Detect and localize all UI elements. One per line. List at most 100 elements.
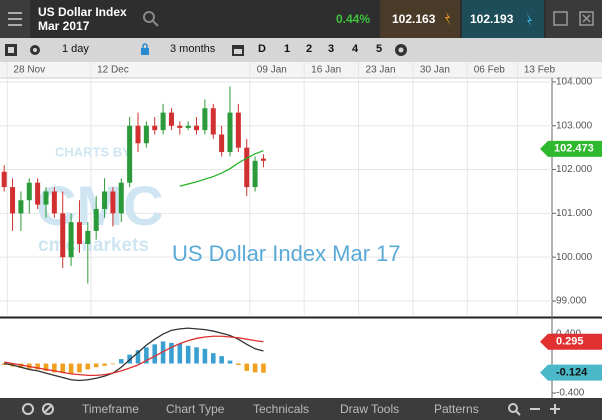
menu-button[interactable] (0, 0, 30, 38)
candle-body (168, 112, 174, 126)
histogram-bar (77, 363, 82, 373)
candle-body (85, 230, 91, 245)
candle-body (244, 147, 250, 188)
candle-body (10, 187, 16, 214)
histogram-label: -0.124 (556, 367, 588, 379)
candle-body (35, 182, 41, 205)
y-tick-label: 101.000 (556, 208, 593, 219)
histogram-bar (236, 363, 241, 366)
x-tick-label: 28 Nov (13, 65, 45, 76)
calendar-icon[interactable] (231, 42, 245, 57)
x-tick-label: 16 Jan (311, 65, 341, 76)
histogram-bar (252, 363, 258, 373)
candle-body (26, 182, 32, 201)
candle-body (110, 191, 116, 214)
candle-body (102, 191, 108, 209)
lock-icon (141, 43, 149, 55)
x-tick-label: 23 Jan (366, 65, 396, 76)
zoom-icons[interactable] (506, 401, 566, 417)
chart-title: US Dollar Index Mar 17 (172, 241, 401, 266)
period-button[interactable]: D (258, 43, 266, 55)
period-button[interactable]: 3 (328, 43, 335, 55)
range-button[interactable]: 3 months (170, 43, 216, 55)
histogram-bar (160, 341, 166, 364)
y-tick-label: 102.000 (556, 164, 593, 175)
change-percent: 0.44% (336, 12, 371, 26)
candle-body (260, 158, 266, 161)
footer-tab[interactable]: Chart Type (166, 402, 225, 416)
histogram-bar (110, 363, 116, 365)
candle-body (210, 108, 216, 135)
footer-tab[interactable]: Technicals (253, 402, 310, 416)
histogram-bar (35, 363, 40, 370)
candle-body (160, 112, 166, 131)
histogram-bar (60, 363, 66, 374)
period-button[interactable]: 5 (376, 43, 383, 55)
y-tick-label: -0.400 (556, 388, 585, 398)
signal-box (540, 333, 602, 350)
candle-body (93, 208, 99, 231)
macd-line (4, 327, 264, 382)
y-tick-label: 100.000 (556, 252, 593, 263)
histogram-bar (135, 350, 141, 364)
watermark: CHARTS BY (55, 144, 131, 159)
candle-body (194, 125, 200, 131)
histogram-bar (68, 363, 74, 374)
y-tick-label: 99.000 (556, 296, 587, 307)
candle-body (60, 213, 66, 258)
period-button[interactable]: 4 (352, 43, 359, 55)
candle-body (76, 222, 82, 245)
histogram-bar (102, 363, 107, 366)
x-tick-label: 30 Jan (420, 65, 450, 76)
candle-body (135, 125, 141, 144)
x-tick-label: 13 Feb (524, 65, 556, 76)
interval-button[interactable]: 1 day (62, 43, 89, 55)
last-price-label: 102.473 (554, 143, 594, 155)
candle-body (1, 171, 7, 188)
candle-body (68, 222, 74, 258)
date-axis-bg (0, 62, 602, 78)
histogram-box (540, 364, 602, 381)
candle-body (185, 125, 191, 128)
candle-body (202, 108, 208, 131)
buy-price: 102.193 (470, 12, 514, 26)
buy-arrow (526, 12, 532, 26)
signal-label: 0.295 (556, 336, 584, 348)
candle-body (18, 200, 24, 214)
watermark: CMC (36, 174, 164, 237)
candle-body (152, 125, 158, 131)
histogram-bar (194, 347, 199, 364)
histogram-bar (85, 363, 91, 370)
toolbar-icons[interactable] (4, 42, 44, 58)
period-button[interactable]: 1 (284, 43, 291, 55)
y-tick-label: 103.000 (556, 120, 593, 131)
histogram-bar (261, 363, 266, 373)
period-button[interactable]: 2 (306, 43, 313, 55)
footer-tab[interactable]: Timeframe (82, 402, 139, 416)
candle-body (127, 125, 133, 183)
instrument-title: US Dollar Index (38, 5, 127, 19)
window-controls (546, 0, 602, 38)
histogram-bar (177, 343, 183, 364)
menu-icon (8, 12, 22, 26)
x-tick-label: 06 Feb (474, 65, 506, 76)
settings-icon[interactable] (393, 42, 409, 58)
histogram-bar (1, 363, 7, 366)
footer-icons[interactable] (20, 401, 60, 417)
histogram-bar (118, 359, 124, 364)
sell-arrow (445, 12, 451, 26)
sell-button[interactable]: 102.163 (380, 0, 460, 38)
toolbar: 1 day 3 months D 1 2 3 4 5 (0, 38, 602, 62)
histogram-bar (152, 344, 158, 364)
histogram-bar (52, 363, 57, 373)
x-tick-label: 12 Dec (97, 65, 129, 76)
footer-tab[interactable]: Patterns (434, 402, 479, 416)
search-icon[interactable] (142, 10, 160, 28)
moving-average (179, 150, 264, 187)
histogram-bar (244, 363, 250, 371)
buy-button[interactable]: 102.193 (462, 0, 544, 38)
footer-tab[interactable]: Draw Tools (340, 402, 400, 416)
window-icons[interactable] (546, 0, 602, 38)
histogram-bar (93, 363, 99, 368)
